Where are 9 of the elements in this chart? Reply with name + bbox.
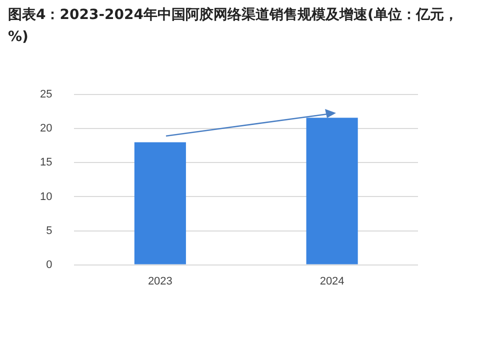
y-tick-label: 25 — [40, 88, 52, 101]
y-tick-label: 0 — [46, 258, 52, 271]
y-tick-label: 15 — [40, 156, 52, 169]
x-tick-label: 2023 — [148, 275, 172, 288]
y-tick-label: 10 — [40, 190, 52, 203]
y-tick-label: 5 — [46, 224, 52, 237]
x-tick-label: 2024 — [320, 275, 344, 288]
chart-title: 图表4：2023-2024年中国阿胶网络渠道销售规模及增速(单位：亿元，%) — [8, 6, 459, 47]
y-tick-label: 20 — [40, 122, 52, 135]
